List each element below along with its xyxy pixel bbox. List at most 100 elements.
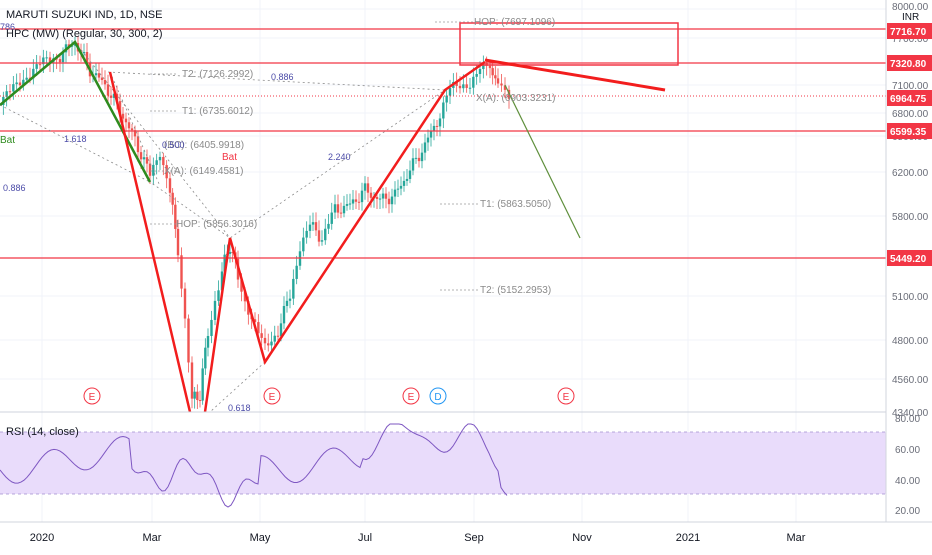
indicator-title[interactable]: HPC (MW) (Regular, 30, 300, 2): [6, 28, 163, 40]
candle-body: [70, 45, 74, 47]
fib-label-2240: 2.240: [328, 152, 351, 162]
candle-body: [378, 198, 382, 200]
candle-body: [133, 130, 137, 137]
candle-body: [124, 118, 128, 123]
price-tick-label: 7700.00: [892, 34, 929, 45]
candle-body: [162, 156, 165, 166]
candle-body: [420, 152, 424, 162]
bat-label-left: Bat: [0, 135, 15, 146]
price-tick-label: 5800.00: [892, 212, 929, 223]
candle-body: [183, 288, 187, 319]
price-level-badge[interactable]: 6599.35: [887, 123, 932, 139]
candle-body: [305, 230, 308, 238]
price-level-badge[interactable]: 6964.75: [887, 90, 932, 106]
svg-text:D: D: [434, 392, 441, 403]
candle-body: [417, 157, 421, 162]
candle-body: [366, 183, 370, 193]
candle-body: [442, 102, 445, 119]
candle-body: [193, 391, 196, 399]
price-pane[interactable]: [0, 0, 886, 412]
candle-body: [176, 228, 180, 256]
candle-body: [180, 255, 183, 289]
candle-body: [423, 142, 427, 153]
earnings-marker[interactable]: E: [402, 387, 420, 405]
candle-body: [206, 335, 210, 348]
candle-body: [336, 204, 340, 213]
label-t2-top: T2: (7126.2992): [182, 69, 253, 80]
candle-body: [360, 190, 364, 203]
candle-body: [295, 265, 298, 279]
price-level-badge[interactable]: 7320.80: [887, 55, 932, 71]
candle-body: [488, 65, 492, 69]
price-tick-label: 7100.00: [892, 81, 929, 92]
candle-body: [369, 192, 373, 198]
candle-body: [375, 196, 379, 200]
candle-body: [155, 160, 158, 165]
candle-body: [8, 91, 12, 93]
rsi-title[interactable]: RSI (14, close): [6, 426, 79, 438]
time-axis[interactable]: [0, 522, 886, 550]
currency-label: INR: [902, 12, 919, 23]
price-level-badge[interactable]: 5449.20: [887, 250, 932, 266]
candle-body: [61, 52, 65, 63]
candle-body: [288, 298, 292, 301]
time-axis-label: Mar: [787, 532, 806, 544]
target-zone-box[interactable]: [459, 22, 679, 66]
price-tick-label: 6800.00: [892, 109, 929, 120]
candle-body: [455, 81, 458, 86]
earnings-marker[interactable]: E: [263, 387, 281, 405]
dividend-marker[interactable]: D: [429, 387, 447, 405]
rsi-tick-labels: 80.00 60.00 40.00 20.00: [895, 414, 920, 517]
candle-body: [121, 113, 125, 119]
rsi-tick-label: 60.00: [895, 445, 920, 456]
svg-text:7716.70: 7716.70: [890, 27, 927, 38]
time-axis-label: Jul: [358, 532, 372, 544]
candle-body: [342, 205, 346, 214]
label-xa-right: X(A): (6903.3231): [476, 93, 556, 104]
candle-body: [267, 343, 270, 346]
fib-label-0886-top: 0.886: [271, 72, 294, 82]
svg-text:E: E: [408, 392, 415, 403]
svg-text:E: E: [563, 392, 570, 403]
candle-body: [220, 271, 224, 291]
candle-body: [285, 300, 289, 306]
label-bc: (BC): (6405.9918): [164, 140, 244, 151]
candle-body: [314, 222, 318, 231]
svg-text:5449.20: 5449.20: [890, 254, 927, 265]
rsi-line: [0, 423, 508, 508]
candle-body: [247, 301, 250, 315]
candle-body: [240, 279, 243, 292]
fib-label-1618: 1.618: [64, 134, 87, 144]
candle-body: [345, 204, 349, 206]
candle-body: [320, 240, 324, 242]
candle-body: [103, 80, 107, 85]
label-t1-right: T1: (5863.5050): [480, 199, 551, 210]
candle-body: [468, 87, 472, 89]
candle-body: [217, 290, 220, 301]
svg-text:E: E: [269, 392, 276, 403]
candle-body: [448, 87, 452, 96]
price-level-badge[interactable]: 7716.70: [887, 23, 932, 39]
candle-body: [58, 59, 62, 63]
pattern-leg-xa[interactable]: [108, 71, 192, 413]
candle-body: [491, 68, 494, 76]
time-axis-label: 2021: [676, 532, 700, 544]
candle-body: [148, 163, 152, 176]
label-hop-mid: HOP: (5856.3016): [176, 219, 257, 230]
candle-body: [25, 77, 28, 80]
candle-body: [354, 199, 358, 202]
price-level-badges: 7716.70 7320.80 6964.75 6599.35 5449.20: [887, 23, 932, 266]
earnings-marker[interactable]: E: [557, 387, 575, 405]
trendline-resistance[interactable]: [484, 58, 666, 92]
candle-body: [485, 62, 488, 66]
label-t1-top: T1: (6735.6012): [182, 106, 253, 117]
pattern-leg-red[interactable]: [203, 60, 486, 413]
candle-body: [494, 75, 497, 79]
earnings-marker[interactable]: E: [83, 387, 101, 405]
candle-body: [282, 305, 286, 324]
time-axis-label: Sep: [464, 532, 484, 544]
candle-body: [500, 83, 503, 86]
projection-line[interactable]: [504, 84, 581, 239]
